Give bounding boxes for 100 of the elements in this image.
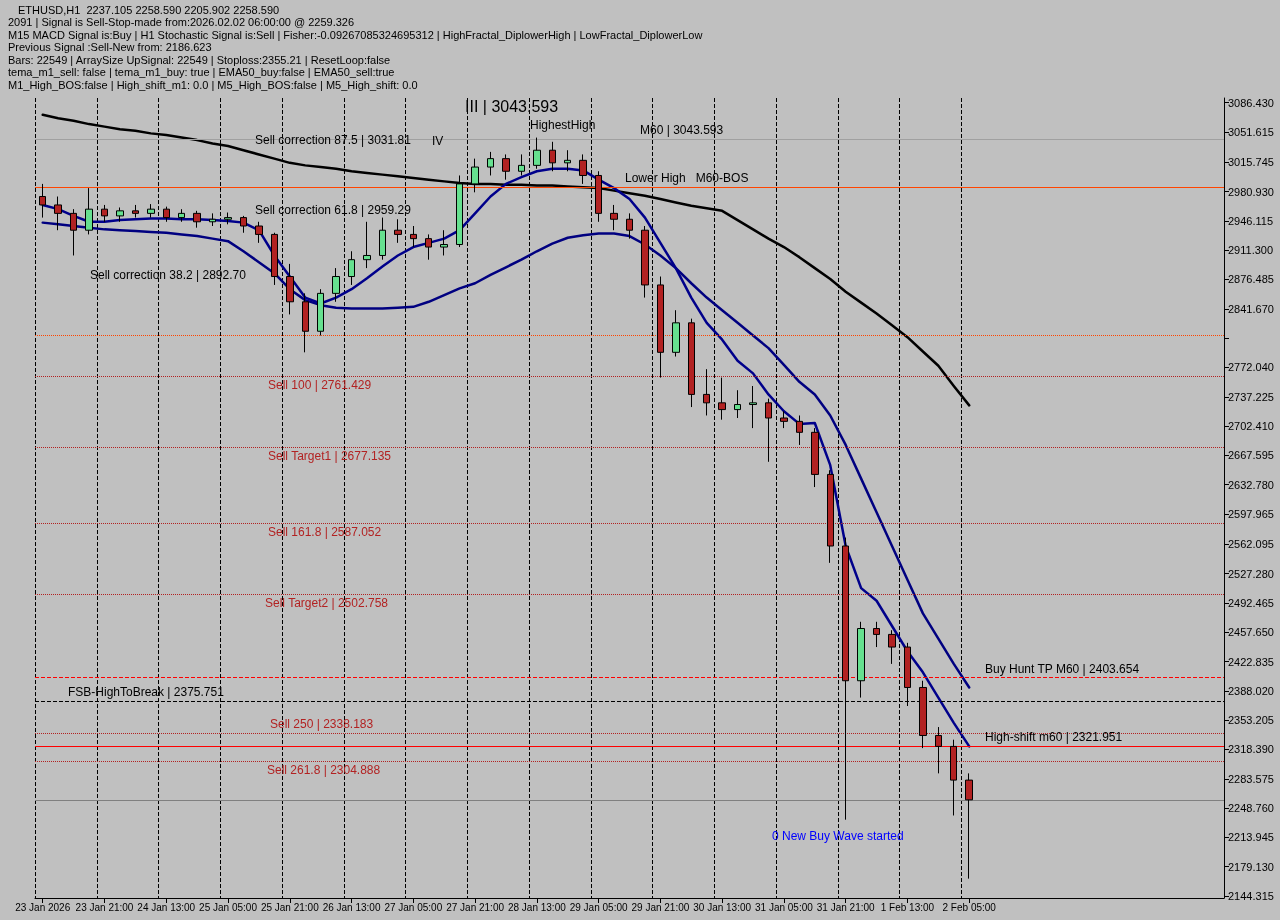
y-tick-label: 2737.225 [1228, 390, 1274, 403]
candlestick [255, 221, 263, 244]
candlestick [502, 153, 510, 181]
text: tema_m1_sell: false | tema_m1_buy: true | EMA50_buy:false | EMA50_sell:true [8, 66, 395, 78]
x-tick-label: 25 Jan 21:00 [260, 901, 320, 913]
x-tick-label: 31 Jan 05:00 [755, 901, 814, 913]
ref-line-label: High-shift m60 | 2321.951 [985, 730, 1123, 745]
candlestick [302, 292, 309, 353]
ref-line-label: Sell 161.8 | 2587.052 [268, 525, 382, 540]
candlestick [163, 206, 170, 223]
candlestick [70, 208, 77, 256]
ref-line-label: Sell 261.8 | 2304.888 [267, 762, 381, 777]
candlestick [147, 203, 155, 219]
ref-line-label: Sell 100 | 2761.429 [268, 378, 372, 393]
text: Previous Signal :Sell-New from: 2186.623 [8, 41, 212, 53]
candlestick [193, 210, 201, 229]
y-tick-label: 2911.300 [1228, 244, 1274, 257]
candlestick [610, 204, 618, 231]
candlestick [116, 206, 124, 223]
candlestick [549, 141, 556, 172]
text: M15 MACD Signal is:Buy | H1 Stochastic Signal is:Sell | Fisher:-0.09267085324695312 | HighFractal_DiplowerHigh | LowFractal_DiplowerLow [8, 28, 703, 41]
y-tick-label: 2422.835 [1228, 655, 1274, 668]
x-tick-label: 29 Jan 05:00 [569, 901, 628, 913]
candlestick [873, 621, 880, 648]
x-tick-label: 24 Jan 13:00 [137, 901, 196, 913]
y-tick-label: 2841.670 [1228, 302, 1274, 315]
ref-line-label: Sell Target1 | 2677.135 [268, 449, 392, 464]
text: M1_High_BOS:false | High_shift_m1: 0.0 | M5_High_BOS:false | M5_High_shift: 0.0 [8, 78, 418, 91]
annotation: 0 New Buy Wave started [772, 829, 904, 843]
candlestick [332, 267, 340, 303]
ref-line-label: Sell 250 | 2338.183 [270, 716, 374, 731]
candlestick [317, 288, 324, 336]
y-tick-label: 2772.040 [1228, 361, 1274, 374]
text: Bars: 22549 | ArraySize UpSignal: 22549 | Stoploss:2355.21 | ResetLoop:false [8, 53, 391, 66]
y-tick-label: 2457.650 [1228, 626, 1274, 639]
y-tick-label: 2248.760 [1228, 802, 1274, 815]
y-tick-label: 3015.745 [1228, 156, 1274, 169]
candlestick [595, 170, 602, 223]
candlestick [857, 621, 865, 699]
y-tick-label: 2876.485 [1228, 273, 1274, 286]
y-tick-label: 3051.615 [1228, 126, 1274, 139]
candlestick [410, 225, 417, 248]
candlestick [533, 137, 541, 170]
x-tick-label: 31 Jan 21:00 [816, 901, 876, 913]
x-tick-label: 23 Jan 2026 [15, 901, 71, 913]
y-tick-label: 2318.390 [1228, 743, 1274, 756]
y-tick-label: 2946.115 [1228, 214, 1274, 227]
y-tick-label: 2702.410 [1228, 420, 1274, 433]
candlestick [209, 212, 216, 227]
x-tick-label: 27 Jan 21:00 [446, 901, 505, 913]
x-tick-label: 25 Jan 05:00 [199, 901, 258, 913]
candlestick [749, 385, 757, 429]
candlestick [85, 187, 93, 235]
candlestick [487, 151, 494, 176]
y-tick-label: 2667.595 [1228, 449, 1274, 462]
candlestick [471, 158, 479, 193]
candlestick [626, 212, 633, 240]
candlestick [796, 414, 803, 446]
ref-line-label: Sell Target2 | 2502.758 [265, 596, 389, 611]
candlestick [734, 389, 741, 419]
candlestick [286, 263, 294, 315]
candlestick [348, 250, 355, 286]
annotation: HighestHigh [530, 118, 596, 132]
candlestick [641, 225, 649, 299]
candlestick [224, 212, 232, 225]
annotation: IV [432, 134, 444, 148]
candlestick [271, 232, 278, 286]
y-tick-label: 2492.465 [1228, 596, 1274, 609]
y-tick-label: 2388.020 [1228, 684, 1274, 697]
annotation: Sell correction 38.2 | 2892.70 [90, 268, 247, 282]
x-tick-label: 1 Feb 13:00 [880, 901, 935, 913]
text: ETHUSD,H1 2237.105 2258.590 2205.902 2258.590 [18, 3, 280, 16]
x-tick-label: 23 Jan 21:00 [75, 901, 134, 913]
candlestick [965, 772, 973, 880]
candlestick [518, 153, 525, 176]
y-tick-label: 2527.280 [1228, 567, 1274, 580]
y-tick-label: 2562.095 [1228, 538, 1274, 551]
candlestick [132, 204, 139, 219]
candlestick [425, 233, 432, 261]
ref-line-label: M60 | 3043.593 [640, 122, 724, 137]
y-tick-label: 2144.315 [1228, 890, 1274, 903]
y-tick-label: 2213.945 [1228, 831, 1274, 844]
candlestick [394, 218, 402, 244]
text: 2091 | Signal is Sell-Stop-made from:2026.02.02 06:00:00 @ 2259.326 [8, 16, 355, 28]
candlestick [579, 153, 587, 185]
candlestick [564, 149, 571, 172]
candlestick [456, 174, 463, 248]
y-tick-label: 3086.430 [1228, 96, 1274, 109]
candlestick [54, 196, 62, 231]
y-tick-label: 2597.965 [1228, 508, 1274, 521]
candlestick [101, 204, 108, 223]
y-tick-label: 2353.205 [1228, 714, 1274, 727]
y-tick-label: 2179.130 [1228, 860, 1274, 873]
candlestick [178, 208, 185, 223]
candlestick [363, 221, 371, 269]
x-tick-label: 27 Jan 05:00 [384, 901, 443, 913]
x-tick-label: 26 Jan 13:00 [322, 901, 381, 913]
x-tick-label: 29 Jan 21:00 [631, 901, 690, 913]
candlestick [379, 217, 386, 261]
x-tick-label: 28 Jan 13:00 [507, 901, 567, 913]
